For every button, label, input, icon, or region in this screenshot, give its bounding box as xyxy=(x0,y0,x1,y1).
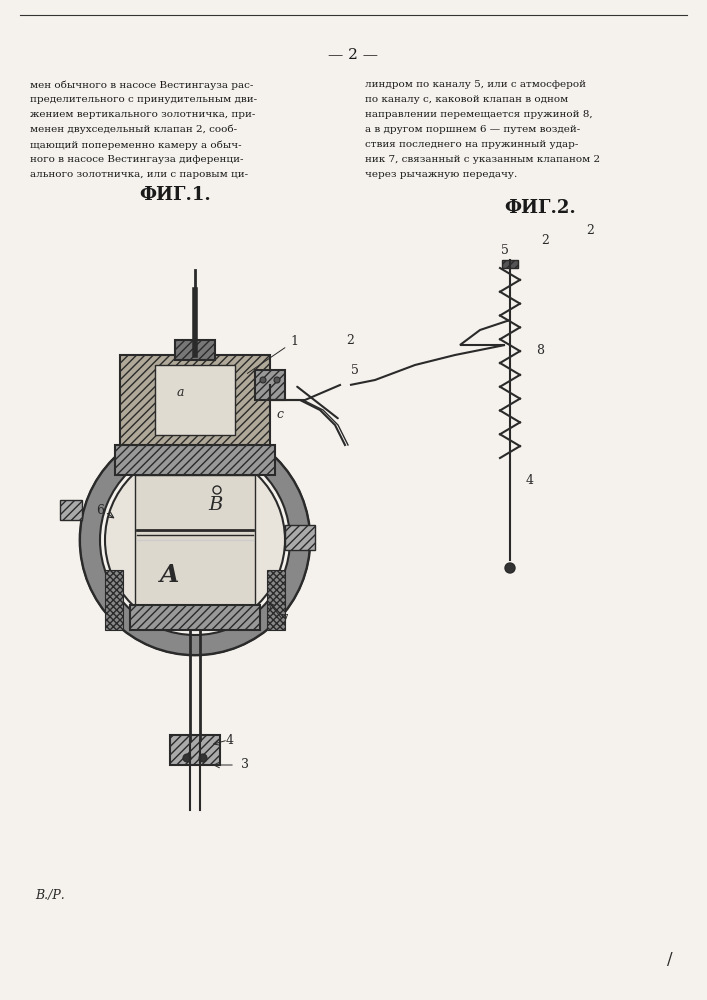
Text: 4: 4 xyxy=(526,474,534,487)
Circle shape xyxy=(260,377,266,383)
Text: A: A xyxy=(160,563,180,587)
Bar xyxy=(175,340,215,360)
Bar xyxy=(155,365,235,435)
Text: В./Р.: В./Р. xyxy=(35,888,65,902)
Wedge shape xyxy=(80,425,310,655)
Text: 3: 3 xyxy=(241,758,249,772)
Text: 1: 1 xyxy=(247,335,298,373)
Text: 2: 2 xyxy=(346,334,354,347)
Bar xyxy=(105,570,123,630)
Circle shape xyxy=(505,563,515,573)
Text: 2: 2 xyxy=(541,233,549,246)
Circle shape xyxy=(274,377,280,383)
Text: пределительного с принудительным дви-: пределительного с принудительным дви- xyxy=(30,95,257,104)
Bar xyxy=(135,475,255,605)
Text: жением вертикального золотничка, при-: жением вертикального золотничка, при- xyxy=(30,110,255,119)
Text: 7: 7 xyxy=(281,613,289,626)
Bar xyxy=(502,260,518,268)
Text: ФИГ.1.: ФИГ.1. xyxy=(139,186,211,204)
Text: а в другом поршнем 6 — путем воздей-: а в другом поршнем 6 — путем воздей- xyxy=(365,125,580,134)
Text: направлении перемещается пружиной 8,: направлении перемещается пружиной 8, xyxy=(365,110,592,119)
Text: ного в насосе Вестингауза диференци-: ного в насосе Вестингауза диференци- xyxy=(30,155,243,164)
Text: a: a xyxy=(176,385,184,398)
Text: мен обычного в насосе Вестингауза рас-: мен обычного в насосе Вестингауза рас- xyxy=(30,80,253,90)
Bar xyxy=(120,355,270,445)
Text: ствия последнего на пружинный удар-: ствия последнего на пружинный удар- xyxy=(365,140,578,149)
Circle shape xyxy=(199,754,207,762)
Text: 2: 2 xyxy=(586,224,594,236)
Text: 8: 8 xyxy=(536,344,544,357)
Text: /: / xyxy=(667,952,673,968)
Text: ФИГ.2.: ФИГ.2. xyxy=(504,199,576,217)
Text: менен двухседельный клапан 2, сооб-: менен двухседельный клапан 2, сооб- xyxy=(30,125,237,134)
Bar xyxy=(255,370,285,400)
Text: B: B xyxy=(208,496,222,514)
Bar xyxy=(130,605,260,630)
Text: через рычажную передачу.: через рычажную передачу. xyxy=(365,170,518,179)
Text: по каналу с, каковой клапан в одном: по каналу с, каковой клапан в одном xyxy=(365,95,568,104)
Text: 5: 5 xyxy=(501,243,509,256)
Text: ник 7, связанный с указанным клапаном 2: ник 7, связанный с указанным клапаном 2 xyxy=(365,155,600,164)
Circle shape xyxy=(183,754,191,762)
Text: линдром по каналу 5, или с атмосферой: линдром по каналу 5, или с атмосферой xyxy=(365,80,586,89)
Bar xyxy=(267,570,285,630)
Text: 6: 6 xyxy=(96,504,104,516)
Bar xyxy=(285,525,315,550)
Text: 4: 4 xyxy=(226,734,234,746)
Text: щающий попеременно камеру а обыч-: щающий попеременно камеру а обыч- xyxy=(30,140,242,149)
Text: ального золотничка, или с паровым ци-: ального золотничка, или с паровым ци- xyxy=(30,170,248,179)
Bar xyxy=(115,445,275,475)
Bar xyxy=(60,500,82,520)
Text: 5: 5 xyxy=(351,363,359,376)
Text: — 2 —: — 2 — xyxy=(328,48,378,62)
Circle shape xyxy=(105,450,285,630)
Bar xyxy=(170,735,220,765)
Text: c: c xyxy=(276,408,284,422)
